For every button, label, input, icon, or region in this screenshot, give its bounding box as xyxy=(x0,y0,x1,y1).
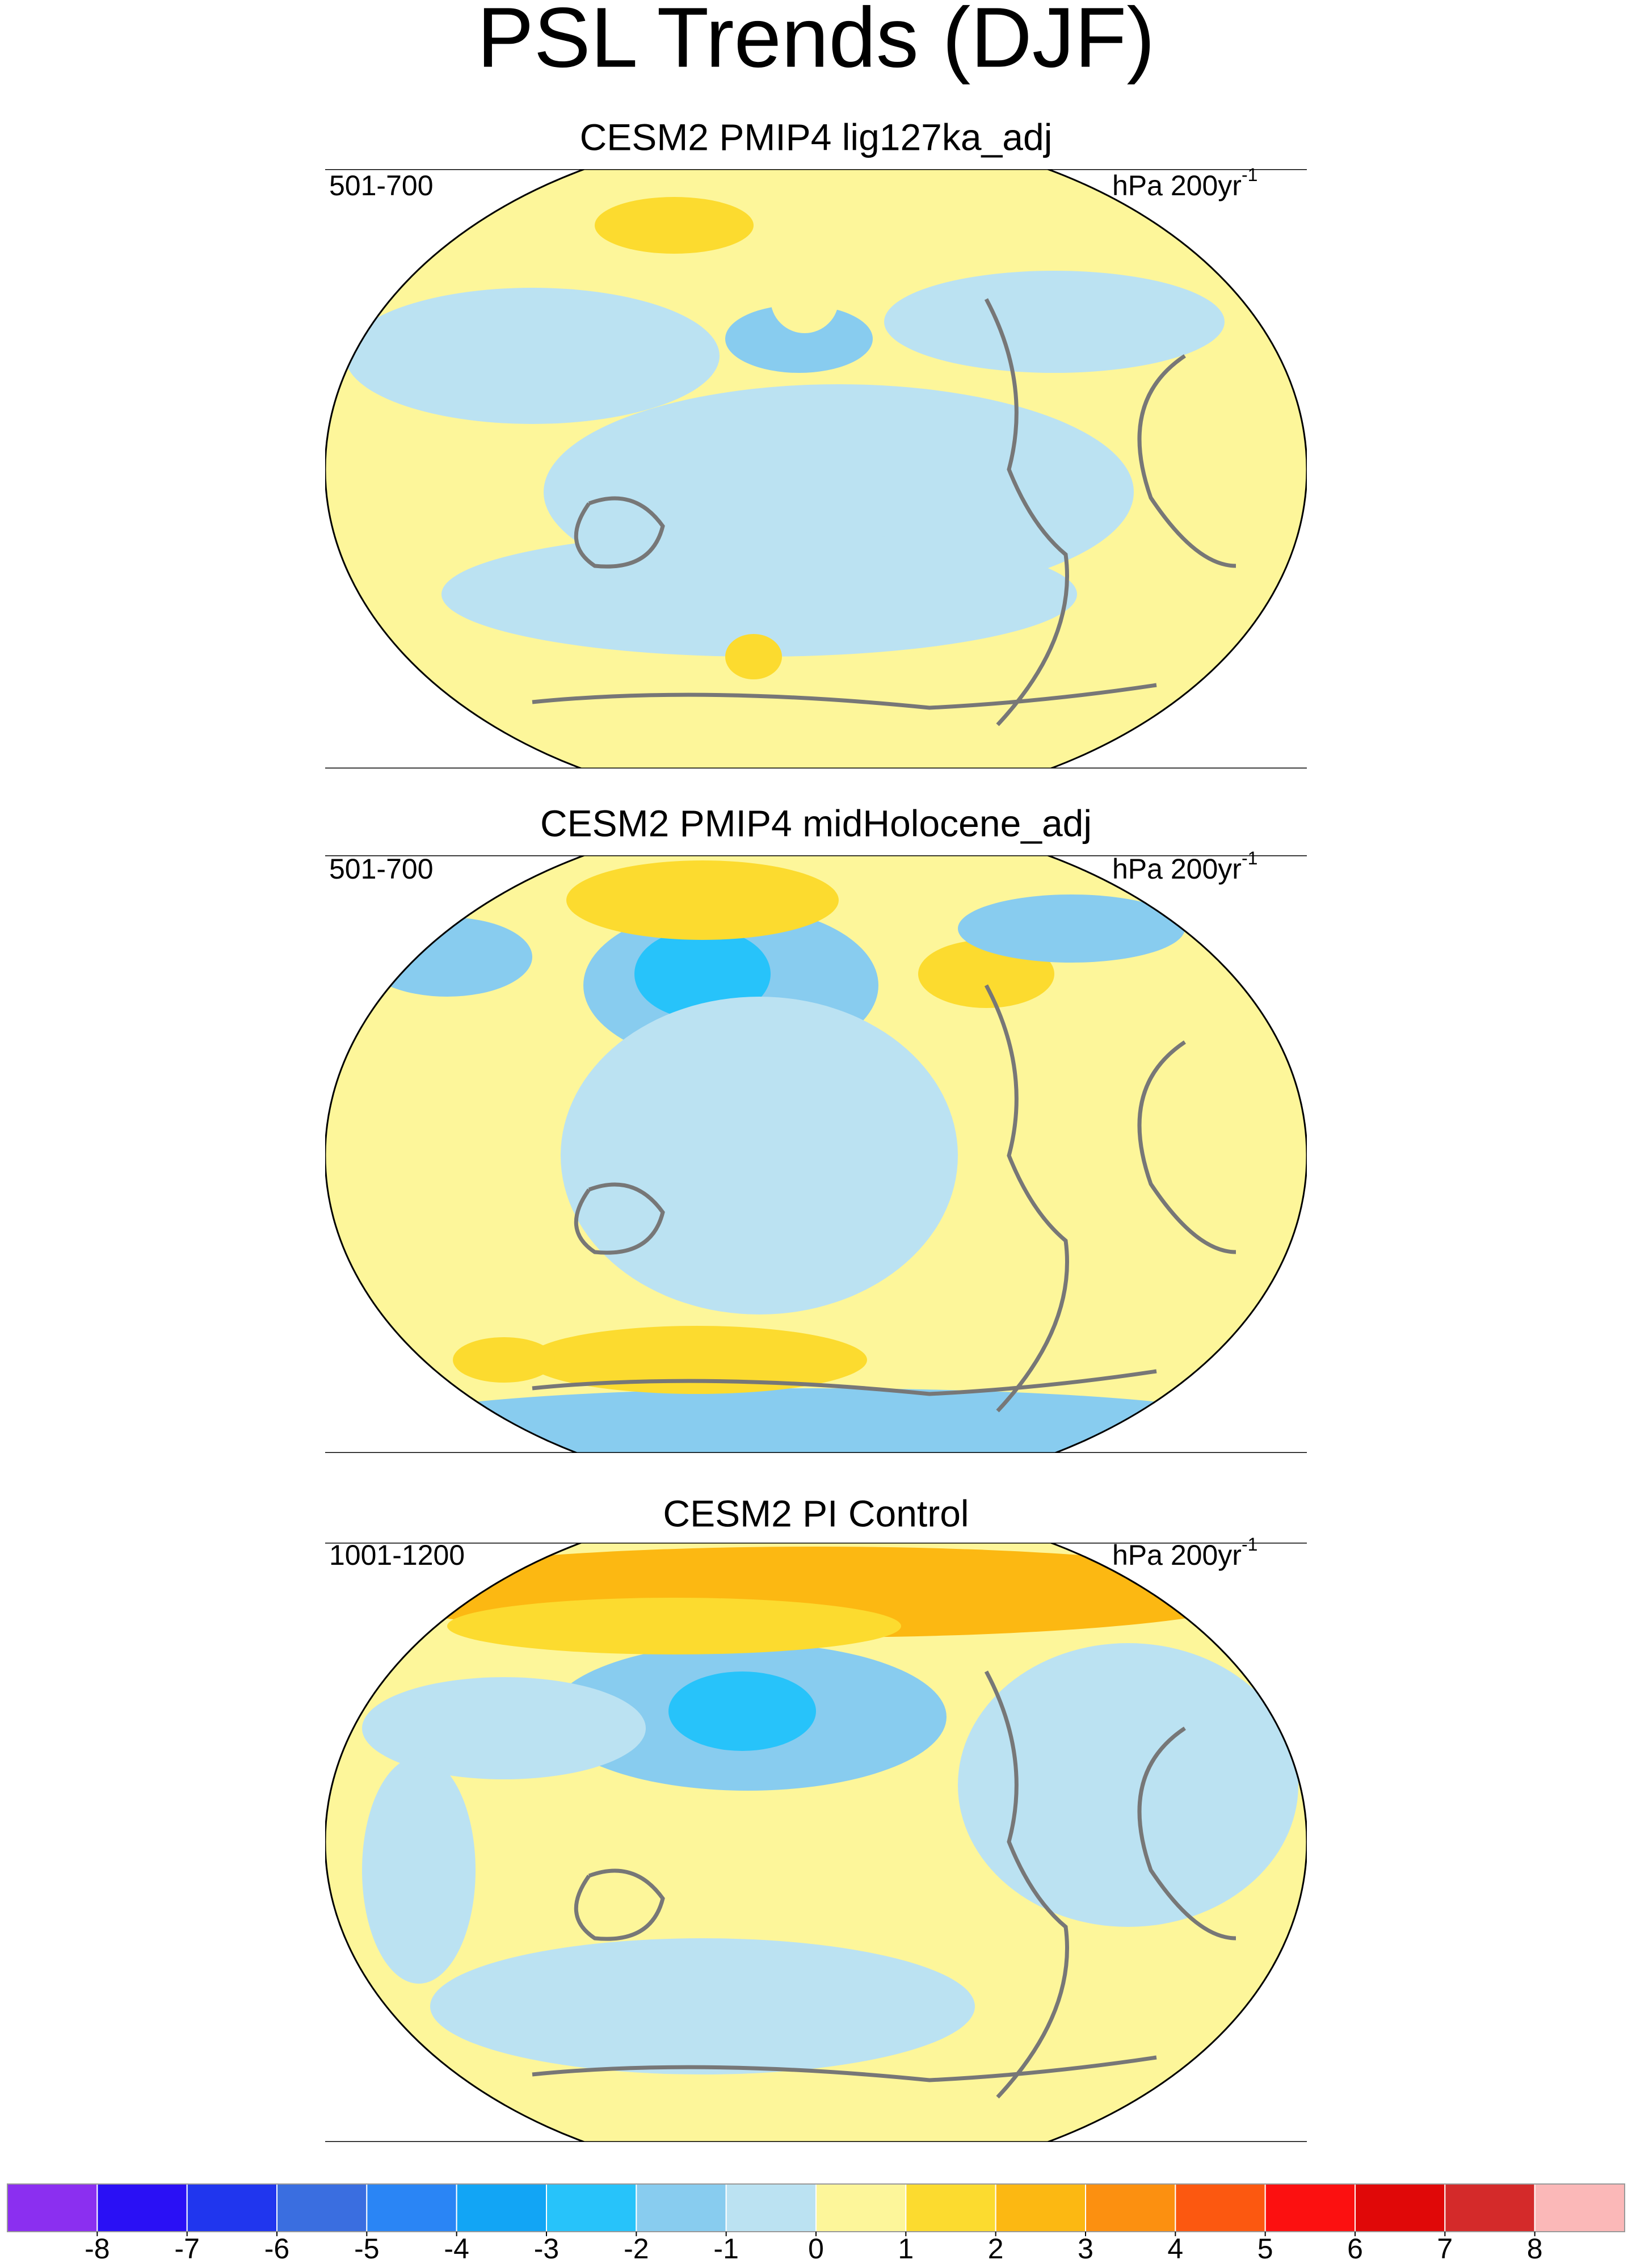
coastline xyxy=(1137,1040,1236,1254)
colorbar-label: 8 xyxy=(1527,2233,1543,2265)
field-region xyxy=(561,997,958,1314)
colorbar-label: 2 xyxy=(988,2233,1004,2265)
colorbar-box xyxy=(995,2183,1086,2232)
colorbar-label: -2 xyxy=(624,2233,649,2265)
field-region xyxy=(958,1643,1298,1927)
field-region xyxy=(771,265,839,333)
field-region xyxy=(362,917,532,997)
coastline xyxy=(532,683,1157,710)
map-field xyxy=(325,1543,1307,2142)
field-region xyxy=(566,860,839,940)
colorbar-box xyxy=(7,2183,98,2232)
coastline xyxy=(984,984,1069,1413)
coastline xyxy=(574,1868,665,1941)
field-region xyxy=(725,305,873,373)
colorbar-box xyxy=(1085,2183,1176,2232)
coastline xyxy=(532,2055,1157,2082)
panel-period: 1001-1200 xyxy=(329,1539,465,1571)
colorbar-label: -3 xyxy=(534,2233,559,2265)
field-region xyxy=(362,1388,1270,1453)
colorbar-box xyxy=(1534,2183,1626,2232)
colorbar-box xyxy=(1444,2183,1536,2232)
panel-period: 501-700 xyxy=(329,170,434,201)
colorbar-label: 4 xyxy=(1167,2233,1183,2265)
units-text: hPa 200yr xyxy=(1112,1539,1242,1571)
field-region xyxy=(958,894,1185,963)
units-exponent: -1 xyxy=(1242,1534,1257,1555)
colorbar-label: -5 xyxy=(354,2233,379,2265)
colorbar-box xyxy=(905,2183,996,2232)
field-region xyxy=(884,271,1225,373)
map-panel xyxy=(325,1543,1307,2142)
panel-title: CESM2 PMIP4 lig127ka_adj xyxy=(580,116,1053,158)
colorbar-box xyxy=(546,2183,637,2232)
colorbar-box xyxy=(636,2183,727,2232)
units-text: hPa 200yr xyxy=(1112,170,1242,201)
field-region xyxy=(668,1671,816,1751)
colorbar-box xyxy=(366,2183,457,2232)
colorbar-box xyxy=(1175,2183,1266,2232)
colorbar-label: 1 xyxy=(898,2233,914,2265)
panel-units: hPa 200yr-1 xyxy=(1112,1534,1257,1571)
colorbar-box xyxy=(186,2183,277,2232)
units-text: hPa 200yr xyxy=(1112,853,1242,885)
panel-title: CESM2 PMIP4 midHolocene_adj xyxy=(540,802,1092,844)
colorbar-box xyxy=(276,2183,368,2232)
colorbar-label: -8 xyxy=(85,2233,110,2265)
map-field xyxy=(325,169,1307,768)
colorbar-box xyxy=(1355,2183,1446,2232)
field-region xyxy=(634,929,771,1019)
colorbar-label: -4 xyxy=(444,2233,469,2265)
colorbar-label: -1 xyxy=(713,2233,738,2265)
colorbar-box xyxy=(96,2183,188,2232)
field-region xyxy=(725,634,782,679)
colorbar-box xyxy=(1264,2183,1356,2232)
field-region xyxy=(441,532,1077,657)
panel-period: 501-700 xyxy=(329,853,434,885)
colorbar-label: 6 xyxy=(1347,2233,1363,2265)
coastline xyxy=(984,1670,1069,2099)
map-panel xyxy=(325,169,1307,768)
colorbar-label: 3 xyxy=(1078,2233,1093,2265)
colorbar-box xyxy=(725,2183,817,2232)
map-panel xyxy=(325,855,1307,1453)
coastline xyxy=(1137,1727,1236,1941)
panel-units: hPa 200yr-1 xyxy=(1112,165,1257,201)
colorbar-box xyxy=(456,2183,548,2232)
field-region xyxy=(595,197,754,254)
map-field xyxy=(325,855,1307,1453)
field-region xyxy=(362,1677,646,1779)
field-region xyxy=(453,1337,555,1383)
field-region xyxy=(430,1938,975,2074)
figure-title: PSL Trends (DJF) xyxy=(477,0,1155,85)
colorbar-label: 7 xyxy=(1437,2233,1453,2265)
units-exponent: -1 xyxy=(1242,848,1257,868)
panel-units: hPa 200yr-1 xyxy=(1112,848,1257,885)
coastline xyxy=(984,298,1069,726)
field-region xyxy=(447,1598,901,1654)
field-region xyxy=(345,288,720,424)
panel-title: CESM2 PI Control xyxy=(663,1492,969,1534)
colorbar-label: 5 xyxy=(1257,2233,1273,2265)
coastline xyxy=(532,1369,1157,1396)
colorbar-label: -6 xyxy=(264,2233,289,2265)
field-region xyxy=(362,1757,476,1984)
units-exponent: -1 xyxy=(1242,165,1257,185)
coastline xyxy=(574,496,665,569)
coastline xyxy=(574,1182,665,1255)
colorbar-box xyxy=(815,2183,907,2232)
colorbar-label: -7 xyxy=(174,2233,199,2265)
field-region xyxy=(527,1326,867,1394)
coastline xyxy=(1137,354,1236,568)
colorbar-label: 0 xyxy=(808,2233,824,2265)
